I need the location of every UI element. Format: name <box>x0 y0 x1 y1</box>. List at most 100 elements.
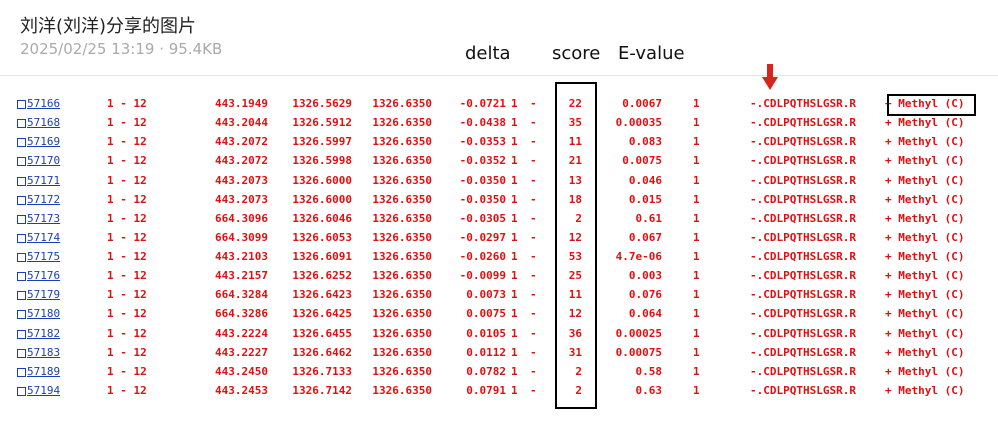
cell: 53 <box>568 250 582 264</box>
query-link[interactable]: 57168 <box>27 116 61 130</box>
query-link[interactable]: 57173 <box>27 211 61 225</box>
cell: 1326.6046 <box>292 211 352 225</box>
cell: 0.064 <box>628 307 662 321</box>
query-link[interactable]: 57170 <box>27 154 61 168</box>
cell: + Methyl (C) <box>885 135 965 149</box>
cell: 12 <box>568 307 582 321</box>
cell: + Methyl (C) <box>885 192 965 206</box>
cell: 1326.6350 <box>372 345 432 359</box>
cell: 1 <box>511 154 518 168</box>
query-link[interactable]: 57183 <box>27 345 61 359</box>
cell: -0.0297 <box>459 230 506 244</box>
cell: -.CDLPQTHSLGSR.R <box>750 173 856 187</box>
cell: 0.046 <box>628 173 662 187</box>
cell: - <box>530 154 537 168</box>
cell: 1 <box>511 135 518 149</box>
title: 刘洋(刘洋)分享的图片 <box>20 16 197 37</box>
link-icon <box>17 386 26 396</box>
cell: 1326.6000 <box>292 173 352 187</box>
cell: 0.0073 <box>466 288 506 302</box>
cell: 1 <box>511 211 518 225</box>
link-icon <box>17 310 26 320</box>
query-link[interactable]: 57166 <box>27 97 61 110</box>
cell: 443.1949 <box>215 97 268 110</box>
cell: - <box>530 116 537 130</box>
cell: 443.2072 <box>215 135 268 149</box>
cell: 1326.6252 <box>292 269 352 283</box>
query-link[interactable]: 57176 <box>27 269 61 283</box>
cell: 443.2072 <box>215 154 268 168</box>
cell: 1326.6350 <box>372 116 432 130</box>
cell: - <box>530 383 537 397</box>
cell: - <box>530 135 537 149</box>
query-link[interactable]: 57182 <box>27 326 61 340</box>
query-link[interactable]: 57175 <box>27 250 61 264</box>
cell: 22 <box>568 97 582 110</box>
cell: 25 <box>568 269 582 283</box>
cell: 664.3284 <box>215 288 268 302</box>
cell: 1326.6350 <box>372 135 432 149</box>
query-link[interactable]: 57194 <box>27 383 61 397</box>
cell: + Methyl (C) <box>885 383 965 397</box>
cell: 0.63 <box>635 383 663 397</box>
cell: - <box>530 192 537 206</box>
cell: -.CDLPQTHSLGSR.R <box>750 97 856 110</box>
cell: + Methyl (C) <box>885 211 965 225</box>
cell: 11 <box>568 288 582 302</box>
link-icon <box>17 272 26 282</box>
cell: - <box>530 173 537 187</box>
cell: 1 <box>693 288 700 302</box>
cell: 1 <box>693 192 700 206</box>
cell: + Methyl (C) <box>885 154 965 168</box>
link-icon <box>17 329 26 339</box>
cell: 1 - 12 <box>107 135 147 149</box>
query-link[interactable]: 57180 <box>27 307 61 321</box>
query-link[interactable]: 57189 <box>27 364 61 378</box>
query-link[interactable]: 57171 <box>27 173 61 187</box>
cell: 1 <box>511 116 518 130</box>
cell: 0.0075 <box>622 154 662 168</box>
cell: 1 - 12 <box>107 116 147 130</box>
cell: 0.58 <box>635 364 663 378</box>
arrow <box>762 64 778 90</box>
cell: -0.0260 <box>459 250 506 264</box>
cell: 1 <box>693 345 700 359</box>
cell: 35 <box>568 116 582 130</box>
cell: 1326.6350 <box>372 154 432 168</box>
cell: 1 <box>511 250 518 264</box>
cell: -0.0350 <box>459 173 506 187</box>
cell: 1326.7133 <box>292 364 352 378</box>
cell: 2 <box>575 364 582 378</box>
cell: -.CDLPQTHSLGSR.R <box>750 326 856 340</box>
query-link[interactable]: 57172 <box>27 192 61 206</box>
cell: 0.0112 <box>466 345 506 359</box>
link-icon <box>17 100 26 109</box>
cell: + Methyl (C) <box>885 173 965 187</box>
cell: - <box>530 269 537 283</box>
cell: 443.2073 <box>215 173 268 187</box>
cell: + Methyl (C) <box>885 230 965 244</box>
cell: 1326.6350 <box>372 364 432 378</box>
cell: 1326.5998 <box>292 154 352 168</box>
cell: -.CDLPQTHSLGSR.R <box>750 250 856 264</box>
cell: 1326.6000 <box>292 192 352 206</box>
query-link[interactable]: 57174 <box>27 230 61 244</box>
cell: -.CDLPQTHSLGSR.R <box>750 288 856 302</box>
cell: -.CDLPQTHSLGSR.R <box>750 364 856 378</box>
cell: 1 <box>511 364 518 378</box>
cell: 1326.6462 <box>292 345 352 359</box>
cell: 443.2044 <box>215 116 268 130</box>
cell: -.CDLPQTHSLGSR.R <box>750 192 856 206</box>
cell: 1 <box>511 269 518 283</box>
annotation: E-value <box>618 43 685 64</box>
link-icon <box>17 233 26 243</box>
cell: 0.61 <box>635 211 663 225</box>
cell: 0.076 <box>628 288 662 302</box>
query-link[interactable]: 57179 <box>27 288 61 302</box>
cell: 1326.6425 <box>292 307 352 321</box>
cell: 1326.6350 <box>372 326 432 340</box>
query-link[interactable]: 57169 <box>27 135 61 149</box>
cell: 1326.6053 <box>292 230 352 244</box>
cell: -0.0721 <box>459 97 506 110</box>
cell: 1 <box>693 116 700 130</box>
